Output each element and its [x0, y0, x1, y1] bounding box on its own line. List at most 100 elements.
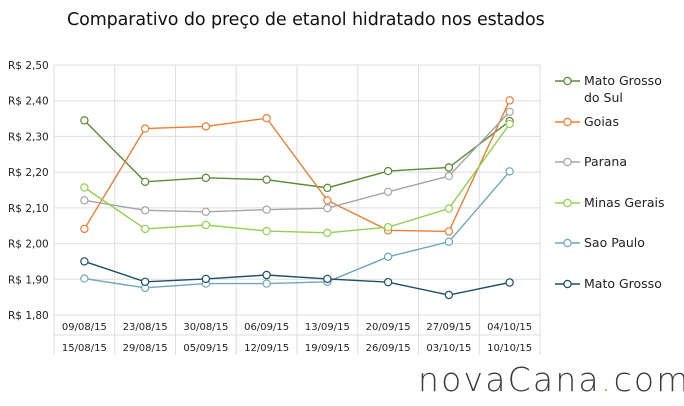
legend-marker-point	[563, 117, 572, 127]
data-point	[80, 116, 89, 125]
data-point	[262, 270, 271, 280]
series-line	[83, 119, 511, 189]
data-point	[140, 124, 150, 133]
data-point	[262, 175, 271, 184]
series-line	[83, 123, 511, 234]
data-point	[383, 277, 393, 287]
grid	[53, 64, 541, 355]
legend-label: Mato Grosso	[584, 73, 662, 88]
series-line	[84, 260, 510, 296]
x-tick-label-start: 04/10/15	[487, 322, 532, 333]
data-point	[140, 177, 150, 186]
series	[80, 96, 514, 300]
y-tick-label: R$ 2,40	[8, 96, 49, 108]
legend-item: Parana	[555, 154, 627, 169]
series-3	[80, 119, 514, 238]
data-point	[383, 187, 393, 196]
legend-label: Mato Grosso	[584, 276, 662, 291]
y-tick-label: R$ 2,30	[8, 131, 49, 143]
legend-label: do Sul	[584, 90, 623, 105]
data-point	[444, 171, 454, 181]
y-tick-label: R$ 2,20	[8, 167, 49, 179]
x-tick-label-end: 26/09/15	[366, 343, 411, 354]
data-point	[262, 114, 271, 123]
y-tick-label: R$ 2,10	[8, 203, 49, 215]
data-point	[323, 204, 332, 213]
y-tick-label: R$ 1,80	[8, 310, 49, 322]
legend: Mato Grosso do Sul Goias Parana Minas Gerais…	[555, 73, 665, 291]
legend-marker-point	[563, 279, 572, 289]
brand-dot: .	[600, 360, 614, 399]
legend-marker-point	[563, 76, 572, 86]
x-tick-label-end: 10/10/15	[487, 343, 532, 354]
data-point	[444, 204, 454, 213]
data-point	[140, 206, 150, 215]
y-axis-ticks: R$ 2,50 R$ 2,40 R$ 2,30 R$ 2,20 R$ 2,10 R$ 2,…	[8, 60, 49, 322]
data-point	[323, 274, 332, 284]
legend-label: Goias	[584, 114, 619, 129]
series-line	[83, 100, 511, 233]
data-point	[80, 183, 89, 192]
data-point	[140, 277, 150, 286]
legend-label: Sao Paulo	[584, 235, 645, 250]
legend-marker-point	[563, 157, 572, 167]
data-point	[444, 237, 454, 246]
legend-item: Sao Paulo	[555, 235, 645, 250]
series-2	[80, 107, 514, 216]
data-point	[505, 119, 514, 129]
data-point	[444, 290, 454, 300]
y-tick-label: R$ 2,50	[8, 60, 49, 72]
data-point	[201, 207, 211, 216]
data-point	[262, 226, 271, 236]
data-point	[505, 278, 514, 287]
data-point	[323, 183, 332, 193]
data-point	[505, 167, 514, 176]
data-point	[262, 279, 271, 288]
brand-name: novaCana	[418, 360, 601, 399]
legend-marker-point	[563, 238, 572, 248]
legend-label: Parana	[584, 154, 627, 169]
data-point	[80, 257, 89, 266]
legend-label: Minas Gerais	[584, 195, 665, 210]
legend-item: Mato Grosso	[555, 276, 662, 291]
x-tick-label-end: 03/10/15	[426, 343, 471, 354]
series-line	[84, 170, 511, 289]
chart-title: Comparativo do preço de etanol hidratado…	[67, 10, 545, 30]
x-axis-ticks: 09/08/15 15/08/15 23/08/15 29/08/15 30/08/15…	[62, 322, 532, 354]
x-tick-label-start: 20/09/15	[366, 322, 411, 333]
x-tick-label-end: 19/09/15	[305, 343, 350, 354]
series-0	[80, 116, 514, 193]
data-point	[80, 274, 89, 283]
x-tick-label-end: 29/08/15	[123, 343, 168, 354]
brand-logo: novaCana.com	[418, 360, 684, 399]
legend-item: Mato Grosso do Sul	[555, 73, 662, 105]
data-point	[80, 224, 89, 234]
series-1	[80, 96, 514, 236]
x-tick-label-start: 23/08/15	[123, 322, 168, 333]
brand-tld: com	[613, 360, 684, 399]
legend-marker-point	[563, 198, 572, 208]
data-point	[383, 166, 393, 176]
data-point	[383, 222, 393, 232]
data-point	[444, 163, 454, 172]
data-point	[505, 107, 514, 116]
series-5	[80, 257, 514, 300]
data-point	[201, 173, 211, 183]
x-tick-label-start: 27/09/15	[426, 322, 471, 333]
data-point	[80, 196, 89, 205]
data-point	[262, 205, 271, 214]
data-point	[323, 196, 332, 205]
x-tick-label-start: 13/09/15	[305, 322, 350, 333]
series-line	[84, 111, 511, 213]
legend-item: Minas Gerais	[555, 195, 665, 210]
x-tick-label-start: 06/09/15	[244, 322, 289, 333]
data-point	[505, 96, 514, 105]
y-tick-label: R$ 1,90	[8, 274, 49, 286]
data-point	[323, 228, 332, 238]
data-point	[140, 224, 150, 234]
data-point	[201, 122, 211, 131]
x-tick-label-end: 12/09/15	[244, 343, 289, 354]
x-tick-label-end: 05/09/15	[183, 343, 228, 354]
data-point	[383, 252, 393, 261]
